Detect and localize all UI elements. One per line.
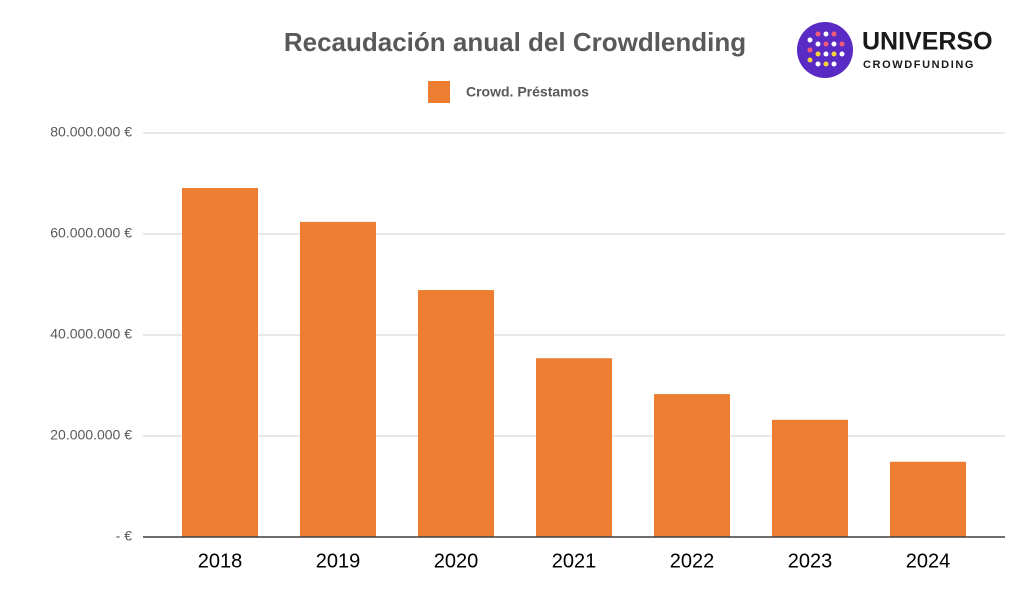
x-tick-label: 2020 bbox=[434, 550, 479, 572]
bar bbox=[536, 358, 612, 537]
y-tick-label: 40.000.000 € bbox=[50, 326, 132, 342]
bar bbox=[300, 221, 376, 537]
y-tick-label: 20.000.000 € bbox=[50, 427, 132, 443]
bar bbox=[418, 290, 494, 537]
x-tick-label: 2018 bbox=[198, 550, 243, 572]
x-tick-label: 2023 bbox=[788, 550, 833, 572]
legend-swatch bbox=[428, 81, 450, 103]
x-tick-label: 2022 bbox=[670, 550, 715, 572]
legend-label: Crowd. Préstamos bbox=[466, 84, 589, 100]
y-tick-label: - € bbox=[116, 528, 133, 544]
y-tick-label: 60.000.000 € bbox=[50, 225, 132, 241]
bar bbox=[654, 394, 730, 537]
x-tick-label: 2021 bbox=[552, 550, 597, 572]
bar bbox=[890, 461, 966, 537]
logo-name: UNIVERSO bbox=[862, 28, 993, 56]
bar bbox=[772, 419, 848, 537]
logo: UNIVERSO CROWDFUNDING bbox=[797, 22, 993, 78]
x-tick-label: 2019 bbox=[316, 550, 361, 572]
x-tick-label: 2024 bbox=[906, 550, 951, 572]
logo-tagline: CROWDFUNDING bbox=[863, 59, 975, 71]
chart-title: Recaudación anual del Crowdlending bbox=[284, 27, 746, 57]
bar bbox=[182, 188, 258, 538]
logo-icon bbox=[797, 22, 853, 78]
y-tick-label: 80.000.000 € bbox=[50, 124, 132, 140]
logo-dots bbox=[807, 31, 845, 67]
